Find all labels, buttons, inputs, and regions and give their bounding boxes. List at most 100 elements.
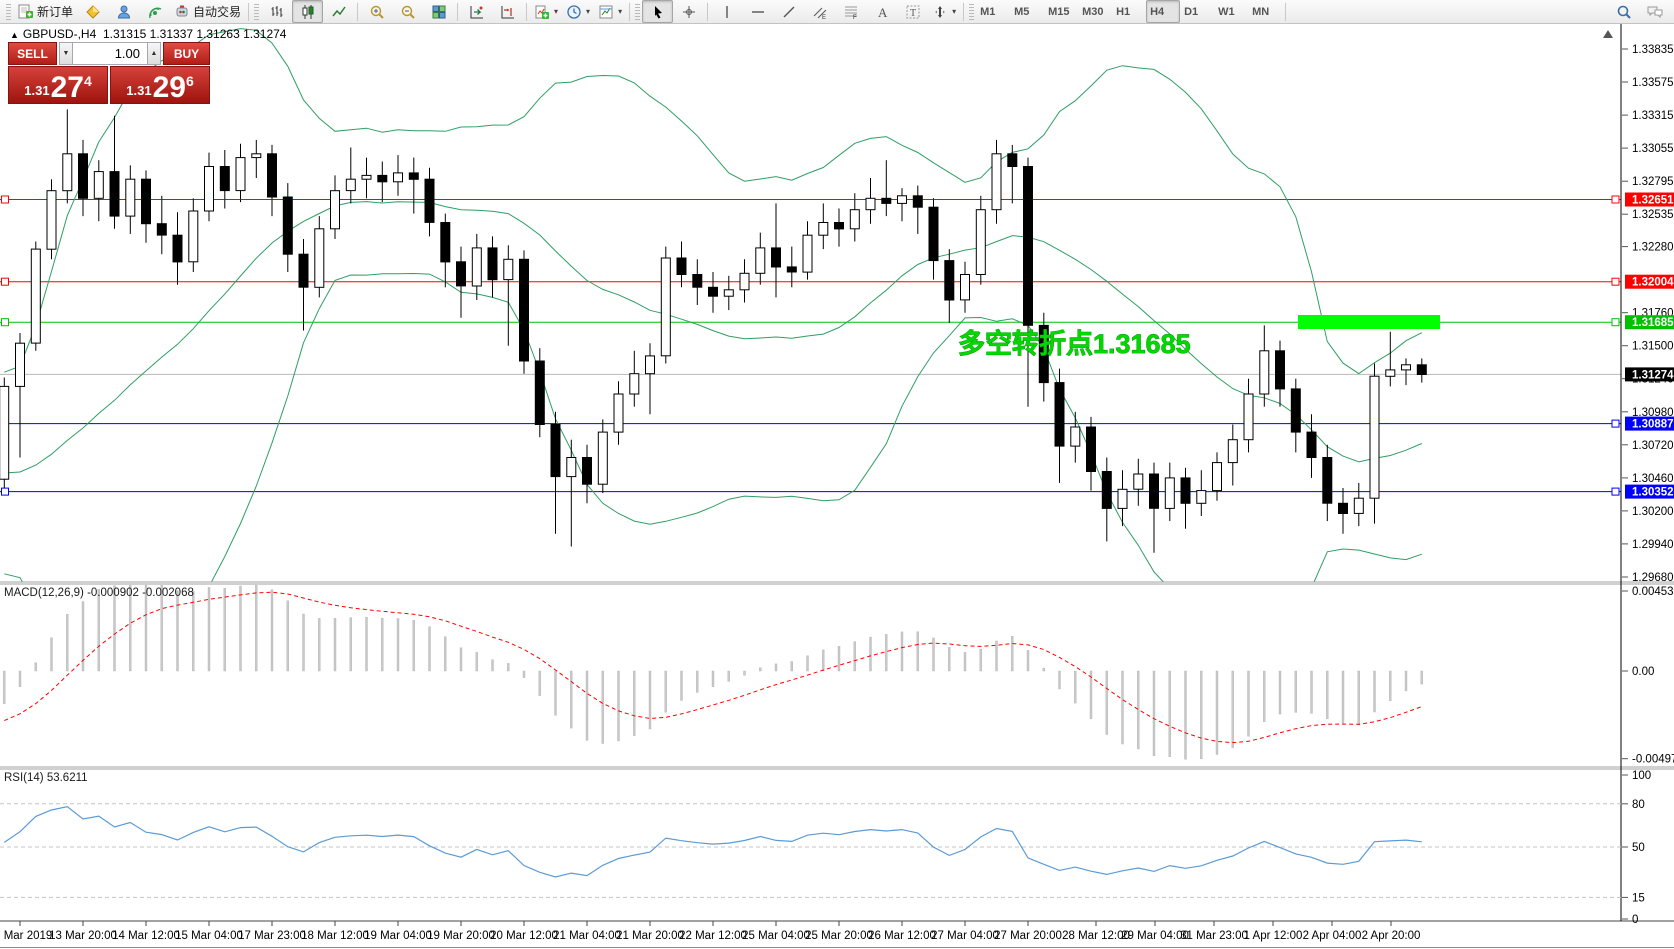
- tile-windows-button[interactable]: [423, 0, 454, 23]
- arrows-button[interactable]: ▾: [928, 0, 960, 23]
- candle: [1338, 502, 1348, 514]
- timeframe-m15[interactable]: M15: [1044, 0, 1078, 23]
- zoom-in-button[interactable]: [361, 0, 392, 23]
- timeframe-h4[interactable]: H4: [1146, 0, 1181, 23]
- toolbar-grip[interactable]: [6, 3, 11, 20]
- chat-icon: [1646, 4, 1664, 20]
- timeframe-mn[interactable]: MN: [1248, 0, 1282, 23]
- vertical-line-button[interactable]: [711, 0, 742, 23]
- chart-canvas[interactable]: 多空转折点1.31685 1.33835 1.33575 1.33315 1.33055…: [0, 24, 1674, 947]
- time-tick-label: 1 Apr 12:00: [1244, 930, 1303, 942]
- crosshair-icon: [681, 4, 697, 20]
- candle: [708, 286, 718, 297]
- fibonacci-button[interactable]: F: [835, 0, 866, 23]
- level-handle-right[interactable]: [1611, 419, 1620, 428]
- bar-chart-button[interactable]: [261, 0, 292, 23]
- level-handle-right[interactable]: [1611, 277, 1620, 286]
- tile-windows-icon: [431, 4, 447, 20]
- autotrading-button[interactable]: 自动交易: [170, 0, 245, 23]
- candle: [487, 247, 498, 281]
- equidistant-channel-button[interactable]: E: [804, 0, 835, 23]
- price-axis[interactable]: 1.33835 1.33575 1.33315 1.33055 1.32795 1.325…: [1622, 44, 1674, 584]
- chart-window[interactable]: 多空转折点1.31685 1.33835 1.33575 1.33315 1.33055…: [0, 24, 1674, 948]
- timeframe-d1[interactable]: D1: [1180, 0, 1214, 23]
- buy-price-big: 29: [152, 71, 186, 104]
- crosshair-button[interactable]: [673, 0, 704, 23]
- timeframe-m5[interactable]: M5: [1010, 0, 1044, 23]
- market-watch-button[interactable]: [77, 0, 108, 23]
- chart-shift-marker[interactable]: [1603, 30, 1613, 38]
- macd-label: MACD(12,26,9) -0.000902 -0.002068: [4, 587, 194, 599]
- new-order-button[interactable]: 新订单: [13, 0, 77, 23]
- quote-header[interactable]: ▲ GBPUSD-,H4 1.31315 1.31337 1.31263 1.31…: [10, 27, 286, 41]
- signals-button[interactable]: [139, 0, 170, 23]
- candle: [881, 197, 892, 204]
- level-handle-left[interactable]: [1, 277, 9, 286]
- sell-button[interactable]: SELL: [8, 42, 57, 65]
- navigator-button[interactable]: [108, 0, 139, 23]
- timeframe-m1[interactable]: M1: [976, 0, 1010, 23]
- toolbar: 新订单 自动交易 ▾ ▾ ▾ E F A T ▾ M1 M5 M15 M30 H1 H4 D1 W1 MN: [0, 0, 1674, 24]
- macd-pane[interactable]: [3, 580, 1424, 760]
- time-tick-label: 19 Mar 20:00: [427, 930, 495, 942]
- trendline-icon: [781, 4, 797, 20]
- volume-input[interactable]: 1.00: [73, 42, 147, 65]
- chart-shift-button[interactable]: [492, 0, 523, 23]
- level-handle-left[interactable]: [1, 318, 9, 327]
- timeframe-m30[interactable]: M30: [1078, 0, 1112, 23]
- candle: [1212, 462, 1222, 492]
- level-handle-right[interactable]: [1611, 318, 1620, 327]
- candle: [991, 153, 1002, 211]
- candle: [928, 206, 939, 262]
- buy-button[interactable]: BUY: [163, 42, 210, 65]
- text-label-button[interactable]: T: [897, 0, 928, 23]
- toolbar-grip[interactable]: [254, 3, 260, 20]
- support-highlight-bar[interactable]: [1298, 315, 1440, 329]
- candle: [424, 178, 435, 223]
- svg-text:1.30352: 1.30352: [1632, 487, 1674, 499]
- candle: [1070, 426, 1081, 447]
- templates-button[interactable]: ▾: [594, 0, 626, 23]
- volume-increase-button[interactable]: ▲: [147, 42, 161, 65]
- collapse-panel-icon[interactable]: ▲: [10, 30, 19, 40]
- chevron-down-icon: ▾: [554, 7, 559, 16]
- candle: [897, 195, 907, 204]
- chat-button[interactable]: [1639, 0, 1670, 23]
- svg-text:A: A: [878, 5, 888, 20]
- cursor-button[interactable]: [642, 0, 674, 23]
- level-handle-right[interactable]: [1611, 195, 1620, 204]
- candle: [1038, 324, 1049, 384]
- trendline-button[interactable]: [773, 0, 804, 23]
- search-button[interactable]: [1608, 0, 1639, 23]
- autotrading-button-label: 自动交易: [193, 5, 242, 19]
- level-handle-right[interactable]: [1611, 487, 1620, 496]
- candle: [267, 153, 277, 198]
- buy-price-button[interactable]: 1.31 29 6: [110, 66, 210, 104]
- text-button[interactable]: A: [866, 0, 897, 23]
- timeframe-w1[interactable]: W1: [1214, 0, 1248, 23]
- market-watch-icon: [85, 4, 101, 20]
- timeframe-h1-label: H1: [1116, 5, 1131, 18]
- auto-scroll-button[interactable]: [461, 0, 492, 23]
- toolbar-grip[interactable]: [635, 3, 641, 20]
- volume-decrease-button[interactable]: ▼: [59, 42, 73, 65]
- timeframe-h4-label: H4: [1150, 5, 1165, 18]
- price-tick-label: 1.33575: [1632, 77, 1674, 89]
- annotation-text[interactable]: 多空转折点1.31685: [958, 328, 1191, 360]
- indicators-button[interactable]: ▾: [530, 0, 562, 23]
- toolbar-grip[interactable]: [969, 3, 975, 20]
- line-chart-button[interactable]: [323, 0, 354, 23]
- candle: [676, 257, 687, 275]
- level-handle-left[interactable]: [1, 487, 9, 496]
- timeframe-h1[interactable]: H1: [1112, 0, 1146, 23]
- sell-price-button[interactable]: 1.31 27 4: [8, 66, 108, 104]
- horizontal-line-button[interactable]: [742, 0, 773, 23]
- zoom-out-button[interactable]: [392, 0, 423, 23]
- level-handle-left[interactable]: [1, 195, 9, 204]
- svg-text:E: E: [822, 15, 826, 20]
- candle: [78, 153, 88, 199]
- candle: [235, 157, 246, 192]
- periods-button[interactable]: ▾: [562, 0, 594, 23]
- candlestick-chart-button[interactable]: [292, 0, 324, 23]
